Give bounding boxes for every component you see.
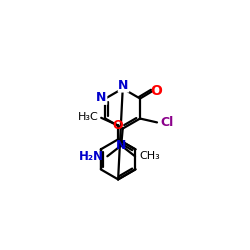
Text: H₂N: H₂N — [79, 150, 104, 163]
Text: O: O — [151, 84, 162, 98]
Text: N: N — [116, 139, 126, 152]
Text: H₃C: H₃C — [78, 112, 99, 122]
Text: CH₃: CH₃ — [139, 151, 160, 161]
Text: N: N — [96, 91, 107, 104]
Text: N: N — [96, 91, 107, 104]
Text: N: N — [118, 79, 129, 92]
Text: Cl: Cl — [161, 116, 174, 129]
Text: O: O — [113, 119, 124, 132]
Text: N: N — [118, 79, 129, 92]
